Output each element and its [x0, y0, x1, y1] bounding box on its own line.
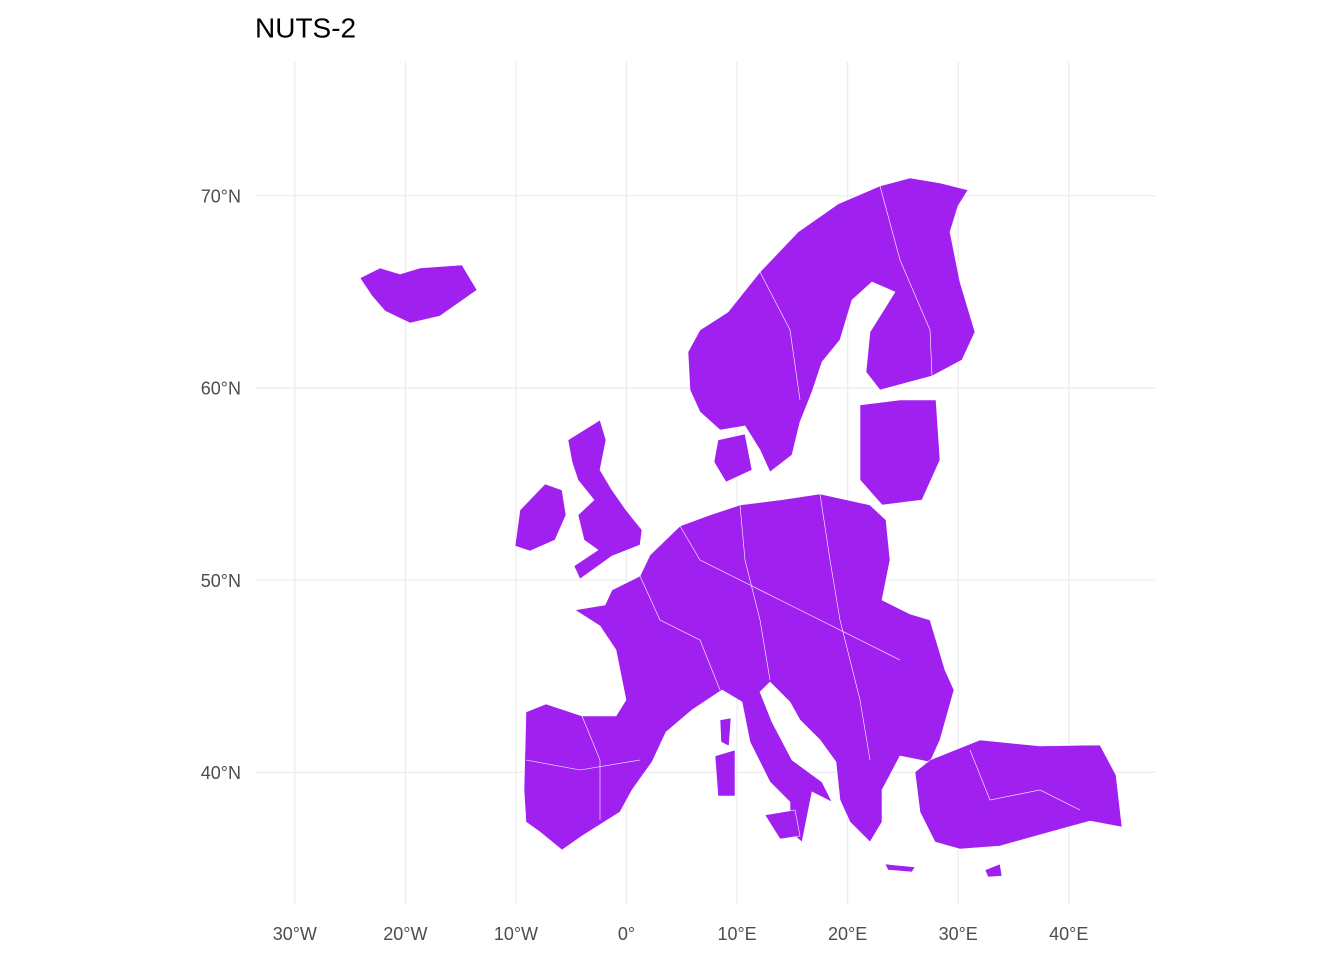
- x-tick-label: 30°W: [273, 924, 317, 944]
- y-tick-label: 50°N: [201, 571, 241, 591]
- x-tick-label: 20°E: [828, 924, 867, 944]
- great-britain: [567, 419, 643, 580]
- sicily: [764, 809, 801, 840]
- region-border: [759, 271, 801, 401]
- y-tick-label: 60°N: [201, 379, 241, 399]
- continent: [523, 493, 955, 851]
- denmark: [713, 433, 753, 483]
- region-border: [581, 715, 601, 820]
- region-border: [679, 525, 901, 661]
- sardinia: [714, 749, 736, 797]
- cyprus: [984, 863, 1003, 878]
- region-border: [525, 759, 641, 771]
- scandinavia: [687, 177, 976, 473]
- region-border: [639, 575, 721, 691]
- chart-title: NUTS-2: [255, 12, 356, 43]
- y-tick-label: 70°N: [201, 187, 241, 207]
- x-tick-label: 30°E: [939, 924, 978, 944]
- region-border: [969, 749, 1081, 811]
- region-border: [819, 493, 871, 761]
- region-border: [879, 185, 933, 377]
- x-tick-label: 0°: [618, 924, 635, 944]
- tick-labels: 30°W 20°W 10°W 0° 10°E 20°E 30°E 40°E 40°N 50°N 60…: [201, 187, 1089, 944]
- map-land: [359, 177, 1123, 878]
- corsica: [719, 717, 732, 747]
- x-tick-label: 10°E: [717, 924, 756, 944]
- iceland: [359, 264, 478, 324]
- x-tick-label: 10°W: [494, 924, 538, 944]
- crete: [884, 863, 916, 873]
- ireland: [514, 483, 567, 552]
- x-tick-label: 20°W: [383, 924, 427, 944]
- y-tick-label: 40°N: [201, 763, 241, 783]
- x-tick-label: 40°E: [1049, 924, 1088, 944]
- region-border: [739, 504, 771, 681]
- baltics: [859, 399, 941, 506]
